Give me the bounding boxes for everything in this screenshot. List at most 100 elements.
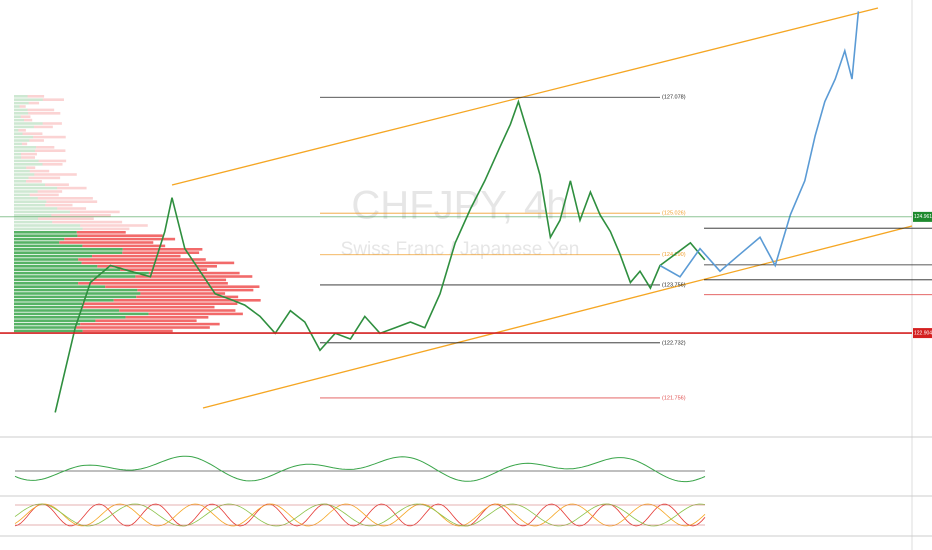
profile-bar bbox=[78, 282, 228, 285]
profile-bar bbox=[14, 265, 98, 268]
profile-bar bbox=[14, 288, 138, 292]
profile-bar bbox=[18, 129, 26, 132]
profile-bar bbox=[46, 200, 98, 203]
profile-bar bbox=[14, 224, 81, 227]
price-label: 122.904 bbox=[914, 330, 932, 336]
profile-bar bbox=[136, 295, 239, 299]
profile-bar bbox=[14, 319, 96, 322]
profile-bar bbox=[148, 271, 240, 275]
profile-bar bbox=[34, 173, 77, 176]
profile-bar bbox=[75, 326, 210, 329]
profile-bar bbox=[14, 135, 34, 139]
price-line bbox=[54, 99, 706, 413]
profile-bar bbox=[37, 190, 63, 193]
profile-bar bbox=[14, 176, 29, 180]
profile-bar bbox=[91, 278, 227, 282]
profile-bar bbox=[92, 254, 181, 258]
profile-bar bbox=[14, 258, 79, 261]
profile-bar bbox=[14, 305, 82, 309]
profile-bar bbox=[77, 234, 163, 237]
profile-bar bbox=[140, 292, 226, 295]
profile-bar bbox=[29, 169, 50, 173]
profile-bar bbox=[82, 227, 130, 231]
profile-bar bbox=[14, 173, 35, 176]
profile-bar bbox=[14, 122, 43, 125]
profile-bar bbox=[14, 254, 93, 258]
profile-bar bbox=[14, 152, 22, 156]
profile-bar bbox=[14, 271, 149, 275]
profile-bar bbox=[21, 142, 28, 146]
level-label: (125.026) bbox=[662, 211, 686, 217]
profile-bar bbox=[52, 220, 123, 224]
profile-bar bbox=[14, 278, 92, 282]
profile-bar bbox=[80, 322, 220, 326]
profile-bar bbox=[14, 105, 20, 108]
profile-bar bbox=[14, 261, 82, 265]
level-label: (127.078) bbox=[662, 95, 686, 101]
watermark-symbol: CHFJPY, 4h bbox=[351, 184, 568, 228]
profile-bar bbox=[14, 118, 24, 122]
profile-bar bbox=[14, 108, 28, 112]
profile-bar bbox=[14, 146, 37, 149]
profile-bar bbox=[45, 203, 73, 207]
profile-bar bbox=[122, 251, 200, 254]
profile-bar bbox=[14, 227, 83, 231]
profile-bar bbox=[137, 288, 254, 292]
profile-bar bbox=[78, 258, 206, 261]
profile-bar bbox=[37, 197, 93, 200]
profile-bar bbox=[19, 105, 26, 108]
profile-bar bbox=[82, 302, 238, 305]
profile-bar bbox=[14, 285, 106, 288]
profile-bar bbox=[14, 142, 22, 146]
profile-bar bbox=[14, 282, 79, 285]
profile-bar bbox=[14, 203, 46, 207]
profile-bar bbox=[26, 166, 36, 169]
profile-bar bbox=[14, 139, 30, 142]
profile-bar bbox=[14, 132, 23, 135]
profile-bar bbox=[14, 244, 83, 248]
profile-bar bbox=[14, 326, 76, 329]
profile-bar bbox=[14, 101, 29, 105]
price-label-box bbox=[913, 328, 932, 339]
profile-bar bbox=[28, 101, 40, 105]
watermark-description: Swiss Franc / Japanese Yen bbox=[341, 239, 580, 260]
profile-bar bbox=[28, 112, 61, 115]
profile-bar bbox=[122, 248, 203, 251]
profile-bar bbox=[95, 319, 197, 322]
profile-bar bbox=[14, 169, 30, 173]
profile-bar bbox=[14, 217, 39, 220]
profile-bar bbox=[59, 241, 154, 244]
profile-bar bbox=[14, 98, 43, 101]
profile-bar bbox=[33, 135, 66, 139]
profile-bar bbox=[20, 115, 31, 118]
profile-bar bbox=[14, 231, 77, 234]
profile-bar bbox=[42, 122, 62, 125]
profile-bar bbox=[14, 210, 70, 214]
profile-bar bbox=[14, 302, 83, 305]
profile-bar bbox=[14, 309, 120, 312]
price-line bbox=[659, 11, 860, 278]
stoch-line bbox=[14, 503, 706, 527]
indicator-panes bbox=[14, 455, 706, 527]
profile-bar bbox=[82, 244, 166, 248]
profile-bar bbox=[27, 108, 55, 112]
profile-bar bbox=[125, 316, 209, 319]
profile-bar bbox=[14, 115, 21, 118]
profile-bar bbox=[14, 129, 19, 132]
profile-bar bbox=[14, 200, 47, 203]
profile-bar bbox=[120, 268, 208, 271]
rsi-line bbox=[14, 455, 706, 483]
profile-bar bbox=[21, 152, 37, 156]
profile-bar bbox=[14, 316, 126, 319]
profile-bar bbox=[135, 275, 253, 278]
profile-bar bbox=[14, 125, 34, 129]
stoch-line bbox=[14, 503, 706, 527]
profile-bar bbox=[113, 299, 261, 302]
profile-bar bbox=[97, 265, 217, 268]
profile-bar bbox=[69, 210, 120, 214]
profile-bar bbox=[42, 163, 63, 166]
profile-bar bbox=[14, 329, 83, 333]
profile-bar bbox=[14, 112, 29, 115]
